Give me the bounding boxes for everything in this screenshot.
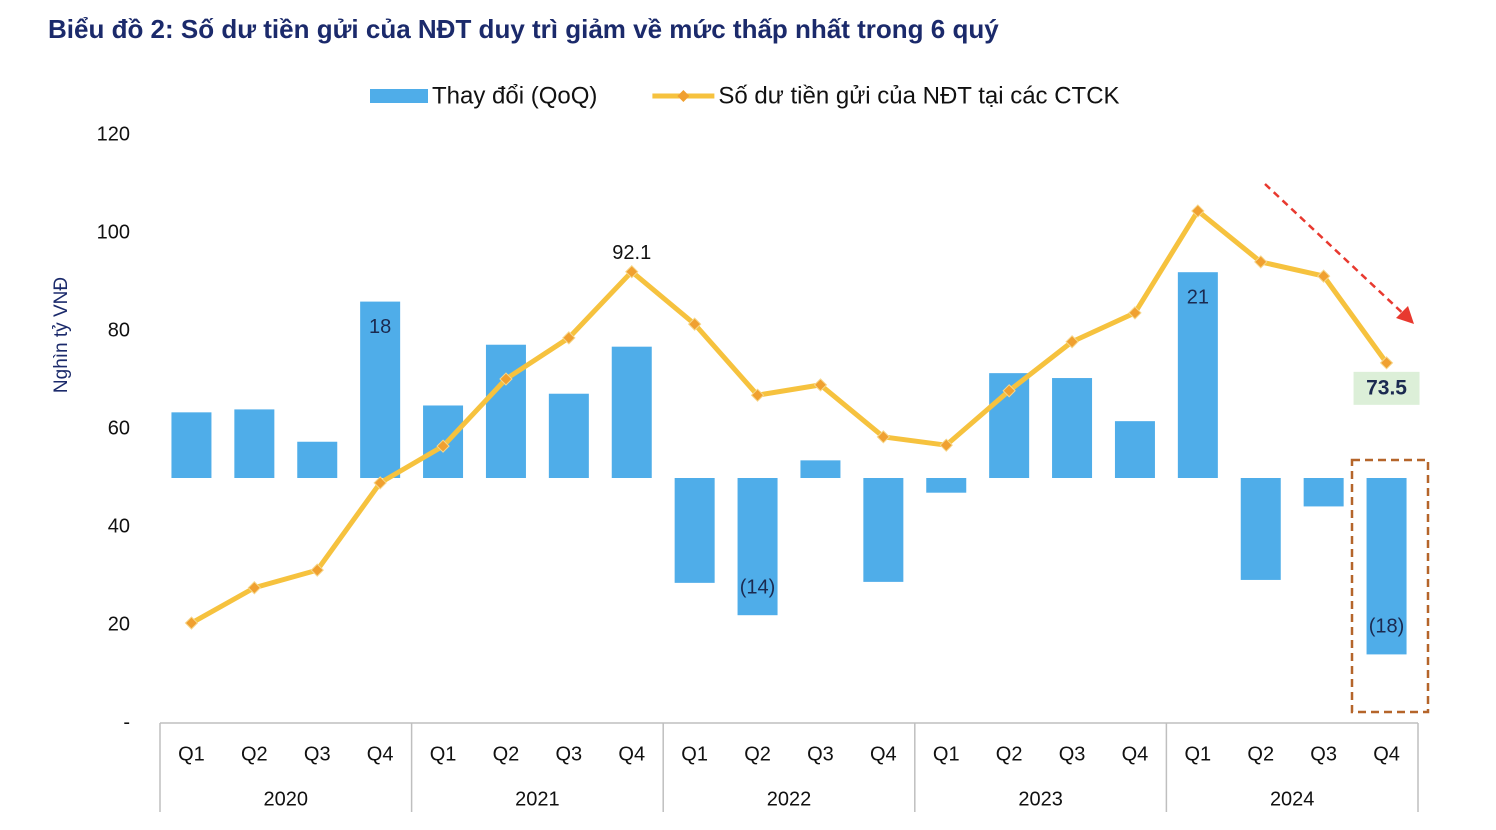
line-marker (750, 388, 765, 402)
bar (611, 346, 652, 478)
label-box (1353, 371, 1420, 405)
line-marker (1379, 356, 1394, 370)
line-marker (1128, 306, 1142, 320)
bar (863, 478, 904, 582)
line-marker (1254, 255, 1268, 269)
bar (1240, 478, 1281, 580)
legend-label: Thay đổi (QoQ) (432, 82, 597, 109)
bar (1303, 478, 1344, 507)
line-marker (1065, 335, 1079, 349)
bar (737, 478, 778, 616)
year-label: 2021 (515, 788, 560, 810)
x-tick-label: Q1 (681, 743, 708, 765)
y-tick-label: - (123, 711, 130, 733)
bar-label: (18) (1369, 616, 1405, 638)
bar (548, 393, 589, 478)
line-marker (1191, 204, 1205, 218)
line-marker (813, 378, 828, 392)
x-tick-label: Q2 (744, 743, 771, 765)
bar (171, 412, 212, 478)
y-tick-label: 40 (108, 515, 130, 537)
line-marker (373, 476, 387, 490)
y-tick-label: 120 (97, 123, 130, 145)
year-label: 2024 (1270, 788, 1315, 810)
line-marker (939, 438, 953, 452)
bar (1177, 272, 1218, 478)
chart-title: Biểu đồ 2: Số dư tiền gửi của NĐT duy tr… (48, 14, 999, 44)
line (190, 208, 1389, 626)
x-tick-label: Q3 (1310, 743, 1337, 765)
line-marker (1316, 269, 1331, 283)
y-tick-label: 100 (97, 221, 130, 243)
line-marker (625, 265, 639, 279)
x-tick-label: Q1 (1185, 743, 1212, 765)
x-tick-label: Q3 (1059, 743, 1086, 765)
x-tick-label: Q2 (1247, 743, 1274, 765)
x-tick-label: Q4 (1122, 743, 1149, 765)
line-marker (184, 616, 199, 630)
y-tick-label: 80 (108, 319, 130, 341)
bar (926, 478, 967, 493)
x-tick-label: Q4 (870, 743, 897, 765)
line-label: 92.1 (612, 242, 651, 264)
line-marker (1002, 384, 1016, 398)
arrow-head (1396, 306, 1414, 324)
year-label: 2023 (1018, 788, 1063, 810)
x-tick-label: Q1 (933, 743, 960, 765)
bar (234, 409, 275, 478)
bar (1114, 421, 1155, 478)
bar (674, 478, 715, 583)
x-tick-label: Q4 (618, 743, 645, 765)
line-label: 73.5 (1366, 376, 1407, 399)
line-marker (499, 372, 513, 386)
bar (485, 344, 526, 478)
x-tick-label: Q3 (304, 743, 331, 765)
bar (297, 441, 338, 478)
x-tick-label: Q2 (996, 743, 1023, 765)
y-axis-label: Nghìn tỷ VNĐ (51, 277, 72, 393)
legend-marker (677, 90, 690, 102)
x-tick-label: Q4 (1373, 743, 1400, 765)
line-marker (310, 563, 324, 577)
line-marker (562, 331, 576, 345)
bar-label: 21 (1187, 286, 1209, 308)
x-tick-label: Q3 (807, 743, 834, 765)
bar (800, 460, 841, 478)
y-tick-label: 20 (108, 613, 130, 635)
legend-label: Số dư tiền gửi của NĐT tại các CTCK (718, 82, 1119, 109)
year-label: 2022 (767, 788, 812, 810)
year-label: 2020 (264, 788, 309, 810)
bar-label: 18 (369, 316, 391, 338)
bar-label: (14) (740, 576, 776, 598)
y-tick-label: 60 (108, 417, 130, 439)
trend-arrow (1264, 183, 1411, 321)
line-marker (247, 581, 262, 595)
line-marker (687, 317, 702, 331)
x-tick-label: Q2 (241, 743, 268, 765)
x-tick-label: Q3 (556, 743, 583, 765)
x-tick-label: Q1 (430, 743, 457, 765)
line-marker (436, 439, 450, 453)
highlight-box (1350, 458, 1430, 714)
bar (1052, 378, 1093, 478)
line-marker (876, 430, 891, 444)
x-tick-label: Q2 (493, 743, 520, 765)
x-tick-label: Q4 (367, 743, 394, 765)
bar (1366, 478, 1407, 655)
legend-swatch (370, 89, 428, 103)
bar (360, 301, 401, 478)
x-tick-label: Q1 (178, 743, 205, 765)
